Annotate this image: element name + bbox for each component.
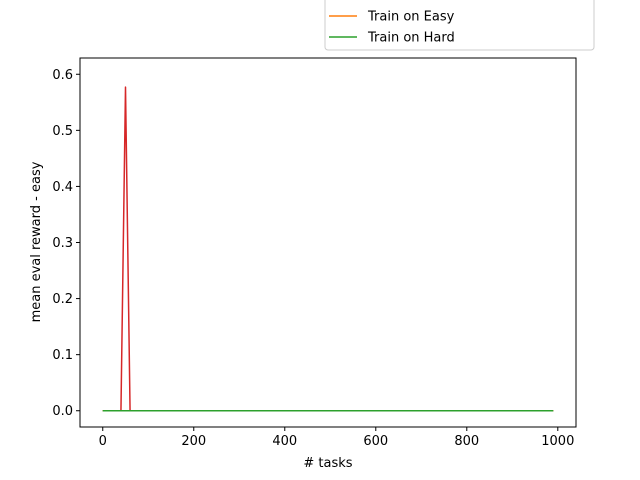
y-tick-label: 0.4 bbox=[52, 180, 73, 195]
x-tick-label: 0 bbox=[99, 434, 107, 449]
x-axis: 0 200 400 600 800 1000 bbox=[99, 427, 574, 449]
y-tick-label: 0.3 bbox=[52, 236, 73, 251]
legend: Train on Easy Train on Hard bbox=[324, 0, 595, 51]
x-axis-label: # tasks bbox=[303, 456, 352, 471]
y-axis-label: mean eval reward - easy bbox=[29, 161, 44, 322]
y-axis: 0.0 0.1 0.2 0.3 0.4 0.5 0.6 bbox=[52, 68, 80, 419]
y-tick-label: 0.5 bbox=[52, 124, 73, 139]
legend-label: Train on Hard bbox=[367, 31, 455, 46]
y-tick-label: 0.0 bbox=[52, 404, 73, 419]
x-tick-label: 800 bbox=[454, 434, 479, 449]
series-layer bbox=[102, 86, 554, 412]
y-tick-label: 0.6 bbox=[52, 68, 73, 83]
legend-label: Train on Easy bbox=[367, 10, 455, 25]
legend-frame bbox=[324, 0, 595, 51]
x-tick-label: 400 bbox=[272, 434, 297, 449]
y-tick-label: 0.1 bbox=[52, 348, 73, 363]
x-tick-label: 1000 bbox=[541, 434, 574, 449]
y-tick-label: 0.2 bbox=[52, 292, 73, 307]
x-tick-label: 600 bbox=[363, 434, 388, 449]
x-tick-label: 200 bbox=[181, 434, 206, 449]
